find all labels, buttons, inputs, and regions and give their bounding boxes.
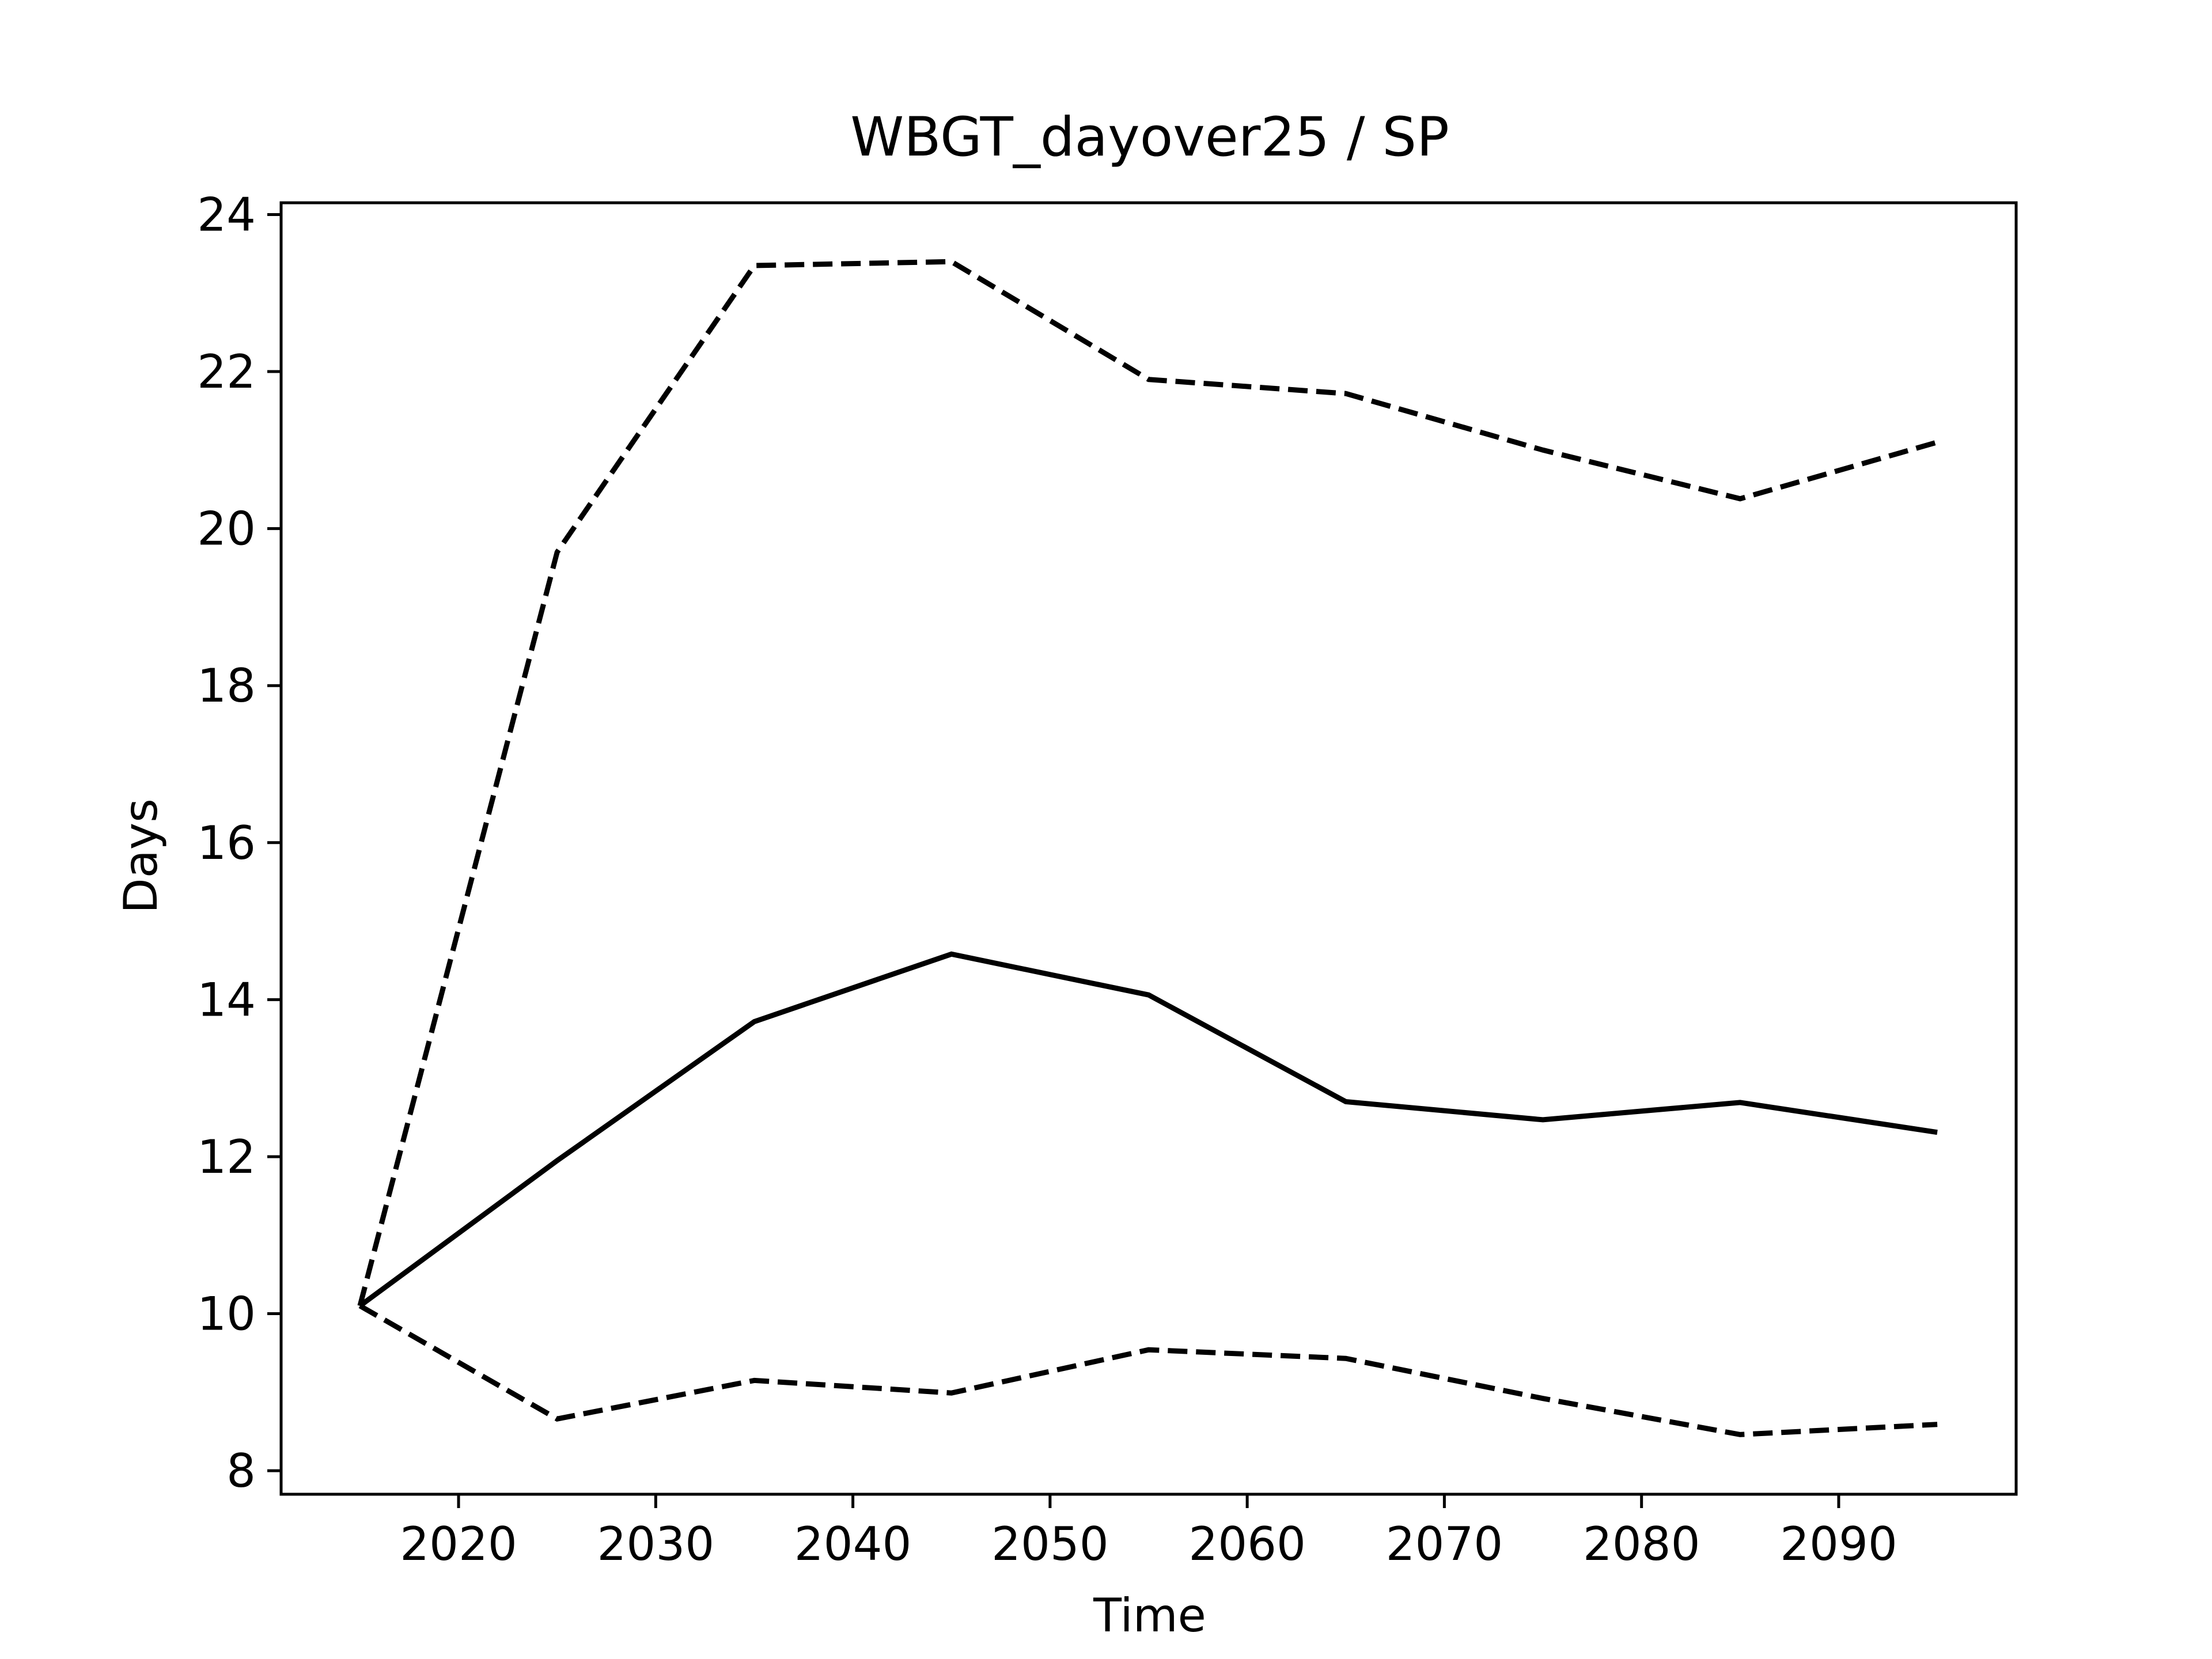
y-axis-label: Days [114, 798, 168, 914]
x-axis-label: Time [1093, 1589, 1206, 1642]
x-tick-label: 2040 [794, 1517, 912, 1571]
y-tick-label: 24 [197, 188, 256, 241]
series-line-lower [358, 1303, 1938, 1437]
x-tick-label: 2060 [1188, 1517, 1306, 1571]
x-tick-label: 2070 [1386, 1517, 1503, 1571]
chart-title: WBGT_dayover25 / SP [850, 106, 1449, 169]
x-axis: 2020 2030 2040 2050 2060 2070 2080 2090 [400, 1494, 1897, 1571]
y-tick-label: 20 [197, 502, 256, 556]
y-tick-label: 14 [197, 973, 256, 1027]
x-tick-label: 2020 [400, 1517, 517, 1571]
x-tick-label: 2090 [1780, 1517, 1897, 1571]
y-tick-label: 18 [197, 659, 256, 713]
series-line-median [358, 951, 1938, 1308]
x-tick-label: 2080 [1583, 1517, 1700, 1571]
y-axis: 8 10 12 14 16 18 20 22 24 [197, 188, 281, 1498]
y-tick-label: 8 [226, 1444, 256, 1498]
plot-frame [279, 201, 2018, 1496]
series-line-upper [357, 259, 1938, 1307]
y-tick-label: 10 [197, 1287, 256, 1341]
x-tick-label: 2030 [597, 1517, 715, 1571]
y-tick-label: 22 [197, 345, 256, 399]
y-tick-label: 12 [197, 1130, 256, 1184]
plot-area [357, 259, 1938, 1437]
y-tick-label: 16 [197, 816, 256, 870]
x-tick-label: 2050 [991, 1517, 1109, 1571]
